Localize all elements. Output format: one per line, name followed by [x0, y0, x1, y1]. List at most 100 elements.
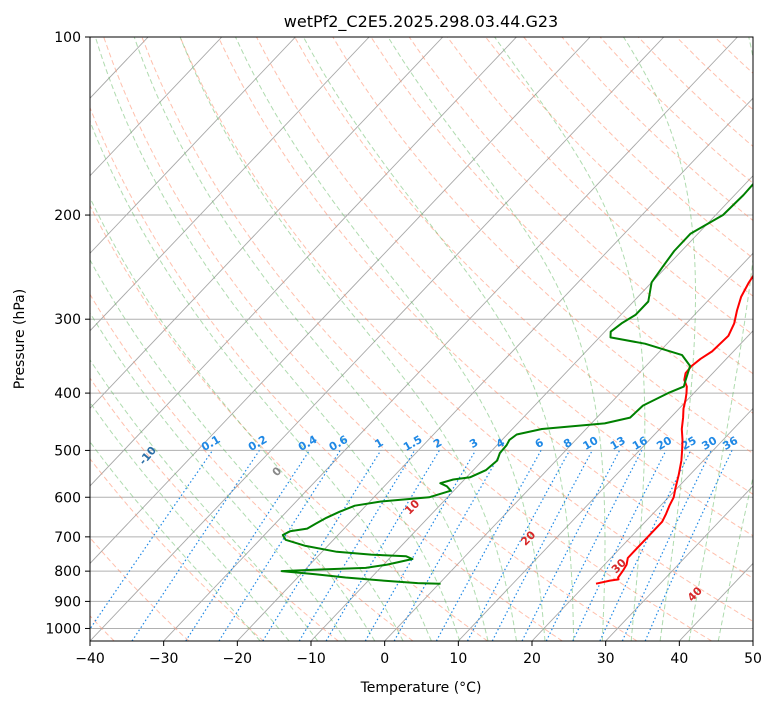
x-tick-label: −10 — [296, 651, 326, 667]
y-tick-label: 400 — [54, 386, 81, 402]
isotherm-line — [90, 37, 665, 641]
dry-adiabat-line — [90, 204, 488, 641]
guide-lines — [90, 37, 753, 641]
dewpoint-profile-line — [280, 182, 753, 585]
mixing-ratio-label: 4 — [494, 436, 507, 451]
y-tick-label: 1000 — [45, 621, 81, 637]
dry-adiabat-line — [217, 37, 753, 579]
dry-adiabat-line — [141, 37, 712, 641]
isotherm-line — [90, 37, 296, 254]
mixing-ratio-line — [218, 450, 341, 641]
dry-adiabat-line — [370, 37, 753, 414]
moist-adiabat-line — [235, 37, 546, 641]
x-tick-label: −30 — [149, 651, 179, 667]
isotherm-line — [458, 330, 753, 641]
mixing-ratio-line — [572, 450, 667, 641]
y-axis-label: Pressure (hPa) — [12, 289, 28, 389]
y-tick-label: 500 — [54, 443, 81, 459]
dry-adiabat-line — [485, 37, 753, 297]
dry-adiabat-line — [256, 37, 753, 537]
mixing-ratio-line — [521, 450, 621, 641]
dry-adiabat-line — [103, 37, 638, 641]
mixing-ratio-label: 3 — [467, 436, 480, 451]
x-tick-label: 0 — [380, 651, 389, 667]
x-tick-label: 10 — [449, 651, 467, 667]
temperature-profile-line — [595, 274, 753, 585]
mixing-ratio-line — [90, 450, 214, 631]
moist-adiabat-line — [179, 37, 517, 641]
isotherm-line — [0, 37, 1, 641]
moist-adiabat-line — [94, 37, 461, 641]
isotherm-line — [605, 485, 753, 641]
moist-adiabat-line — [90, 258, 376, 641]
x-tick-label: 50 — [744, 651, 762, 667]
moist-adiabat-line — [90, 441, 261, 641]
mixing-ratio-line — [298, 450, 416, 641]
dry-adiabat-line — [90, 293, 414, 641]
x-tick-label: −40 — [75, 651, 105, 667]
mixing-ratio-line — [262, 450, 382, 641]
moist-adiabat-line — [90, 312, 347, 641]
moist-adiabat-label: 20 — [518, 528, 538, 548]
isotherm-line — [752, 640, 753, 641]
y-tick-label: 900 — [54, 594, 81, 610]
grid-layer — [0, 37, 753, 641]
isotherm-line — [384, 252, 753, 641]
isotherm-line — [90, 37, 591, 565]
x-tick-label: 20 — [523, 651, 541, 667]
y-tick-label: 200 — [54, 208, 81, 224]
moist-adiabat-line — [90, 358, 319, 641]
mixing-ratio-label: 2 — [431, 436, 444, 451]
dry-adiabat-label: -20 — [48, 407, 71, 431]
isotherm-line — [90, 37, 370, 332]
mixing-ratio-line — [185, 450, 310, 641]
plot-frame — [89, 36, 754, 642]
dry-adiabat-line — [599, 37, 753, 184]
dry-adiabat-line — [179, 37, 753, 622]
chart-title: wetPf2_C2E5.2025.298.03.44.G23 — [284, 12, 558, 32]
x-axis-label: Temperature (°C) — [360, 680, 482, 696]
axes: −40 −30 −20 −10 0 10 20 30 40 5010020030040050060… — [45, 30, 762, 667]
mixing-ratio-line — [131, 450, 260, 641]
moist-adiabat-line — [494, 37, 646, 641]
isotherm-line — [90, 37, 223, 177]
dry-adiabat-line — [561, 37, 753, 222]
mixing-ratio-line — [545, 450, 643, 641]
moist-adiabat-line — [90, 401, 290, 641]
mixing-ratio-label: 1 — [373, 436, 386, 451]
y-tick-label: 700 — [54, 530, 81, 546]
isotherm-line — [90, 37, 517, 487]
dry-adiabat-line — [752, 37, 753, 38]
dry-adiabat-line — [90, 106, 563, 641]
mixing-ratio-line — [435, 450, 542, 641]
y-tick-label: 600 — [54, 490, 81, 506]
moist-adiabat-line — [623, 37, 696, 641]
dry-adiabat-line — [408, 37, 753, 375]
moist-adiabat-line — [717, 474, 753, 641]
series-layer — [280, 182, 753, 585]
x-tick-label: 30 — [597, 651, 615, 667]
moist-adiabat-line — [133, 37, 489, 641]
x-tick-label: −20 — [223, 651, 253, 667]
isotherm-line — [310, 175, 753, 641]
dry-adiabat-line — [637, 37, 753, 147]
mixing-ratio-label: 6 — [533, 436, 546, 451]
x-tick-label: 40 — [670, 651, 688, 667]
isotherm-line — [163, 37, 738, 641]
isotherm-line — [531, 407, 753, 641]
moist-adiabat-line — [90, 196, 404, 641]
y-tick-label: 300 — [54, 312, 81, 328]
dry-adiabat-line — [294, 37, 753, 495]
moist-adiabat-label: 0 — [270, 464, 285, 479]
dry-adiabat-line — [90, 536, 190, 641]
y-tick-label: 800 — [54, 564, 81, 580]
isotherm-line — [90, 37, 444, 410]
mixing-ratio-line — [466, 450, 571, 641]
y-tick-label: 100 — [54, 30, 81, 46]
mixing-ratio-line — [393, 450, 503, 641]
moist-adiabat-line — [387, 37, 606, 641]
dry-adiabat-line — [446, 37, 753, 336]
moist-adiabat-line — [90, 120, 432, 641]
dry-adiabat-line — [90, 457, 264, 641]
